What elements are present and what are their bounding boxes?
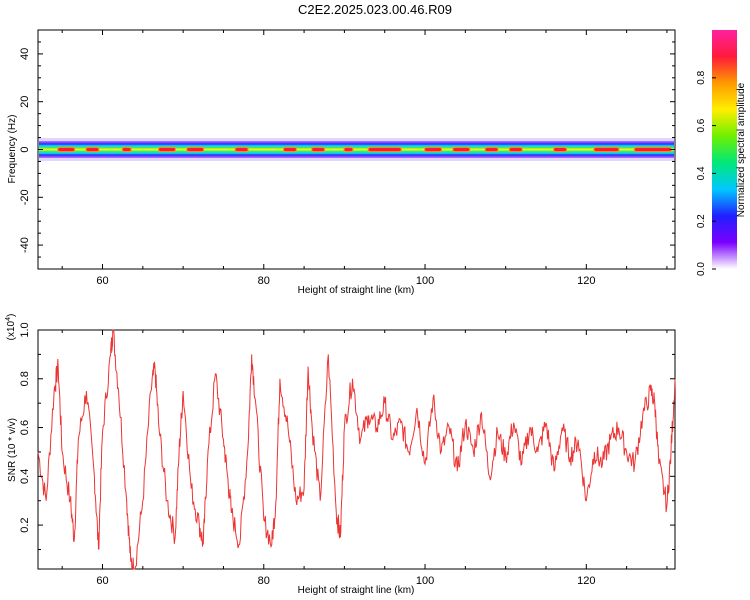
peak-core [368,147,401,152]
x-tick-label: 60 [96,575,108,587]
peak-core [86,147,99,152]
colorbar-gradient [712,30,737,269]
peak-core [344,147,353,152]
peak-core [158,147,176,152]
snr-panel: 60 80 100 120 0.2 0.4 0.6 0.8 1.0 Height of str… [5,314,676,596]
peak-core [554,147,567,152]
peak-core [58,147,75,152]
peak-core [485,147,498,152]
spectrogram-y-axis-label: Frequency (Hz) [7,115,18,184]
y-tick-label: 0.8 [19,371,31,386]
snr-y-multiplier: (x104) [5,314,17,341]
colorbar-label: Normalized spectral amplitude [736,82,747,217]
snr-y-axis-label: SNR (10 * v/v) [7,418,18,482]
x-tick-label: 100 [416,275,434,287]
peak-core [425,147,442,152]
y-tick-label: 40 [19,48,31,60]
y-tick-label: 0 [19,146,31,152]
snr-frame [37,329,676,570]
snr-line [37,329,676,570]
y-tick-label: 1.0 [19,322,31,337]
x-tick-label: 80 [258,275,270,287]
spectrogram-x-axis-label: Height of straight line (km) [298,285,415,296]
peak-core [594,147,619,152]
spectrogram-y-ticks: -40 -20 0 20 40 [19,29,675,270]
peak-core [235,147,248,152]
peak-core [509,147,522,152]
spectrogram-band [39,138,674,161]
y-tick-label: 20 [19,96,31,108]
spectrogram-panel: 60 80 100 120 -40 -20 0 20 40 Height of straigh… [7,29,676,296]
colorbar-tick-label: 0.8 [696,70,707,84]
peak-core [453,147,470,152]
x-tick-label: 80 [258,575,270,587]
y-tick-label: -20 [19,189,31,205]
x-tick-label: 120 [577,275,595,287]
peak-core [122,147,131,152]
colorbar-tick-label: 0.2 [696,214,707,228]
peak-core [312,147,325,152]
chart-title: C2E2.2025.023.00.46.R09 [298,2,452,17]
y-tick-label: 0.2 [19,517,31,532]
snr-x-axis-label: Height of straight line (km) [298,585,415,596]
y-tick-label: -40 [19,237,31,253]
y-tick-label: 0.4 [19,469,31,484]
peak-core [634,147,671,152]
spectrogram-x-ticks: 60 80 100 120 [61,30,668,287]
snr-y-ticks: 0.2 0.4 0.6 0.8 1.0 [19,322,675,550]
peak-core [187,147,204,152]
x-tick-label: 120 [577,575,595,587]
colorbar: 0.0 0.2 0.4 0.6 0.8 Normalized spectral ampl… [696,30,747,276]
colorbar-tick-label: 0.6 [696,118,707,132]
colorbar-ticks: 0.0 0.2 0.4 0.6 0.8 [696,70,716,276]
snr-x-ticks: 60 80 100 120 [61,330,668,587]
y-tick-label: 0.6 [19,420,31,435]
x-tick-label: 60 [96,275,108,287]
peak-core [283,147,297,152]
colorbar-tick-label: 0.0 [696,262,707,276]
x-tick-label: 100 [416,575,434,587]
spectrogram-peaks [57,146,672,153]
colorbar-tick-label: 0.4 [696,166,707,180]
